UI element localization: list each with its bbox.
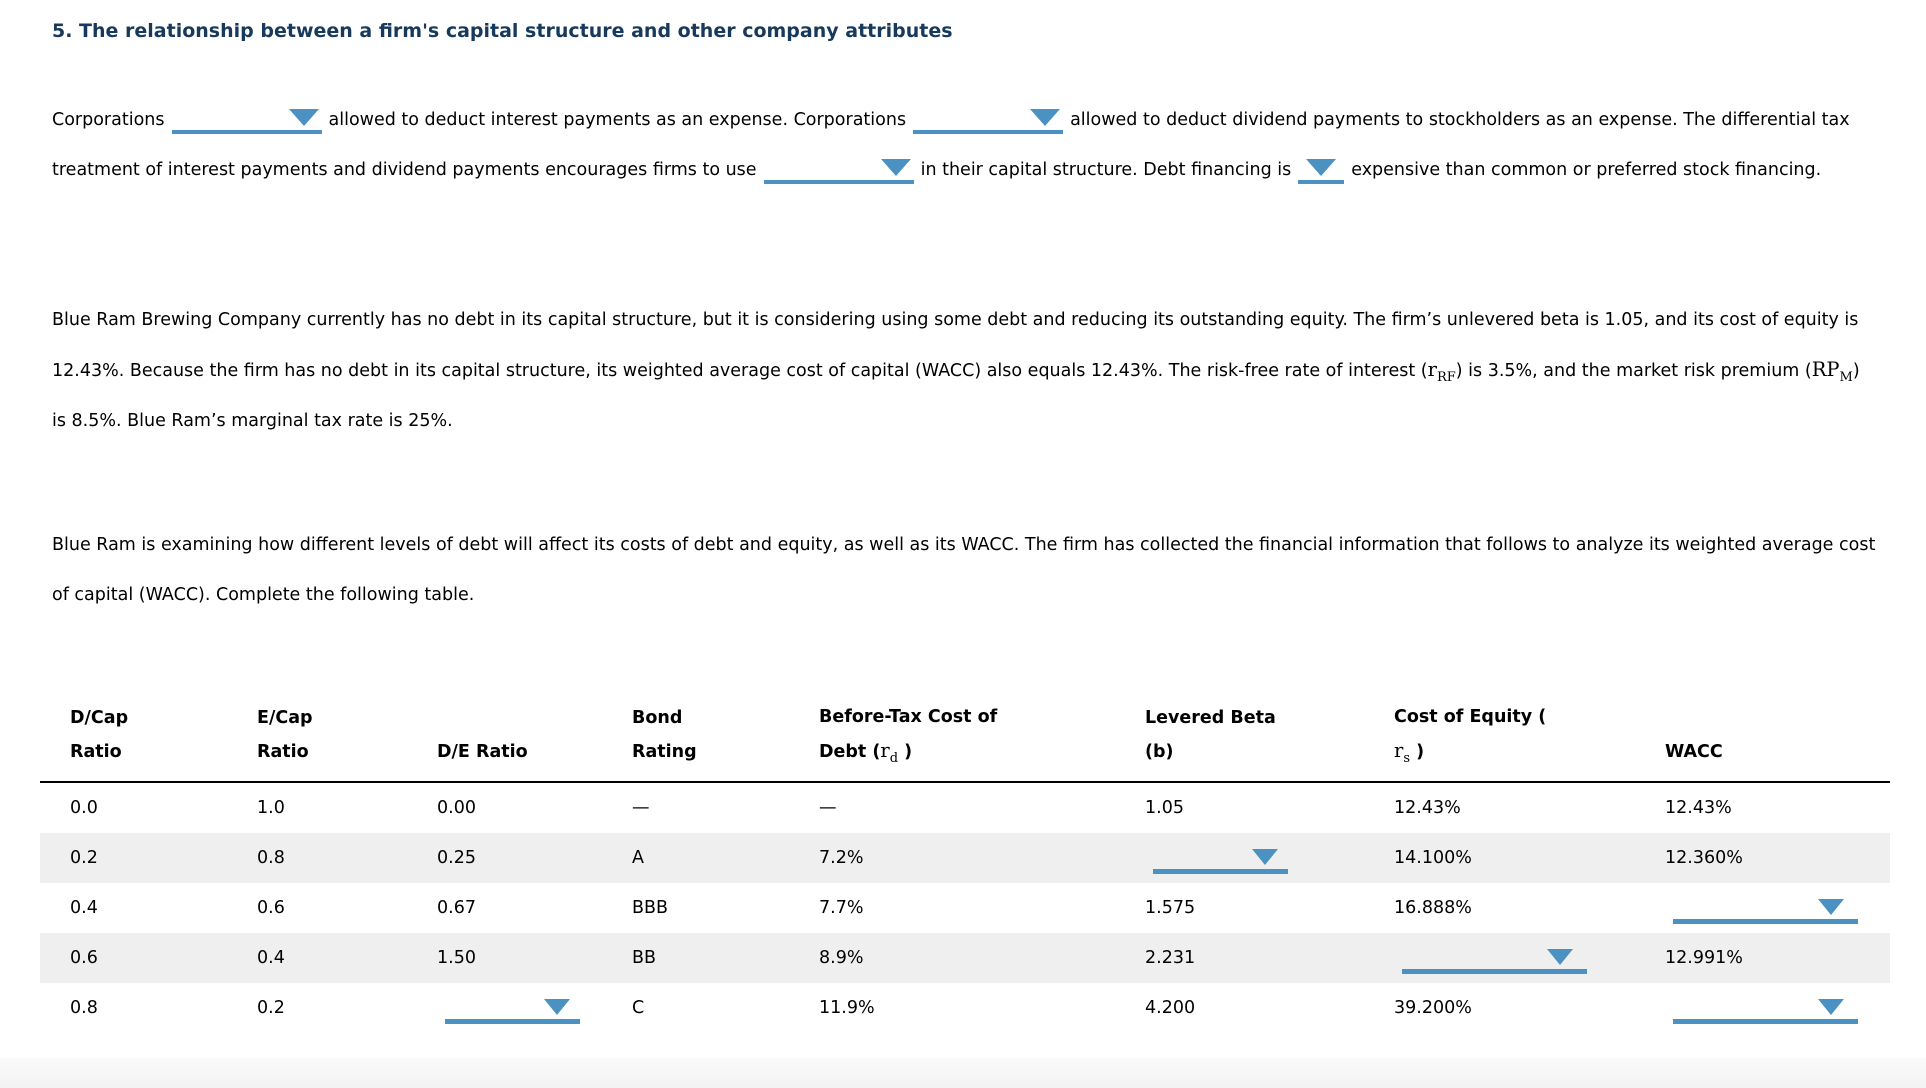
header-wacc: WACC <box>1665 700 1890 783</box>
scenario-text-1: Blue Ram Brewing Company currently has n… <box>52 310 1859 381</box>
cell-wacc <box>1665 883 1890 933</box>
cell-cost: 7.7% <box>819 898 864 918</box>
intro-text-4: in their capital structure. Debt financi… <box>920 160 1292 180</box>
intro-text-2: allowed to deduct interest payments as a… <box>328 110 907 130</box>
scenario-text-2: ) is 3.5%, and the market risk premium ( <box>1455 361 1812 381</box>
cell-equity: 12.43% <box>1394 798 1461 818</box>
cell-bond: BBB <box>632 898 669 918</box>
cell-beta: 4.200 <box>1145 998 1196 1018</box>
intro-text-3: allowed to deduct dividend payments to s… <box>52 110 1850 180</box>
cell-de: 0.25 <box>437 848 476 868</box>
cell-wacc: 12.43% <box>1665 798 1732 818</box>
table-row: 0.6 0.4 1.50 BB 8.9% 2.231 12.991% <box>40 933 1890 983</box>
chevron-down-icon <box>1818 898 1844 915</box>
header-ecap-ratio: E/Cap Ratio <box>257 700 437 783</box>
intro-paragraph: Corporations allowed to deduct interest p… <box>52 95 1877 195</box>
cell-ecap: 1.0 <box>257 798 285 818</box>
cell-wacc <box>1665 983 1890 1033</box>
header-levered-beta: Levered Beta (b) <box>1145 700 1394 783</box>
chevron-down-icon <box>1818 998 1844 1015</box>
capital-structure-use-dropdown[interactable] <box>763 156 914 184</box>
cell-beta: 1.575 <box>1145 898 1196 918</box>
header-bond-rating: Bond Rating <box>632 700 819 783</box>
scenario-paragraph: Blue Ram Brewing Company currently has n… <box>52 295 1877 446</box>
cell-de: 0.00 <box>437 798 476 818</box>
cell-bond: BB <box>632 948 657 968</box>
header-dcap-ratio: D/Cap Ratio <box>40 700 257 783</box>
page-bottom-fade <box>0 1058 1926 1088</box>
cell-dcap: 0.2 <box>70 848 98 868</box>
chevron-down-icon <box>1547 948 1573 965</box>
chevron-down-icon <box>1030 109 1061 126</box>
risk-free-rate-symbol: rRF <box>1427 358 1456 385</box>
cell-cost: — <box>819 798 837 818</box>
debt-financing-cost-dropdown[interactable] <box>1298 156 1345 184</box>
cell-ecap: 0.6 <box>257 898 285 918</box>
corporations-interest-dropdown[interactable] <box>171 106 322 134</box>
cell-de <box>437 983 632 1033</box>
intro-text-5: expensive than common or preferred stock… <box>1351 160 1822 180</box>
cell-beta: 2.231 <box>1145 948 1196 968</box>
cell-bond: — <box>632 798 650 818</box>
cell-ecap: 0.2 <box>257 998 285 1018</box>
cell-equity: 14.100% <box>1394 848 1472 868</box>
cell-bond: C <box>632 998 645 1018</box>
table-row: 0.0 1.0 0.00 — — 1.05 12.43% 12.43% <box>40 782 1890 833</box>
table-header-row: D/Cap Ratio E/Cap Ratio D/E Ratio Bond Rati… <box>40 700 1890 783</box>
cell-ecap: 0.8 <box>257 848 285 868</box>
cell-de: 0.67 <box>437 898 476 918</box>
cell-equity: 39.200% <box>1394 998 1472 1018</box>
cell-dcap: 0.8 <box>70 998 98 1018</box>
cell-beta <box>1145 833 1394 883</box>
chevron-down-icon <box>1306 159 1337 176</box>
table-row: 0.2 0.8 0.25 A 7.2% 14.100% 12.360% <box>40 833 1890 883</box>
cell-wacc: 12.360% <box>1665 848 1743 868</box>
cell-equity: 16.888% <box>1394 898 1472 918</box>
cell-cost: 11.9% <box>819 998 875 1018</box>
scenario-text-3: ) is 8.5%. Blue Ram’s marginal tax rate … <box>52 361 1860 431</box>
cell-equity <box>1394 933 1665 983</box>
cost-of-equity-row4-dropdown[interactable] <box>1402 943 1587 974</box>
cell-cost: 8.9% <box>819 948 864 968</box>
market-risk-premium-symbol: RPM <box>1811 358 1853 385</box>
question-title: 5. The relationship between a firm's cap… <box>52 20 953 42</box>
cell-beta: 1.05 <box>1145 798 1184 818</box>
table-row: 0.8 0.2 C 11.9% 4.200 39.200% <box>40 983 1890 1033</box>
cell-dcap: 0.6 <box>70 948 98 968</box>
header-cost-of-equity: Cost of Equity (rs ) <box>1394 700 1665 783</box>
chevron-down-icon <box>880 159 911 176</box>
cell-dcap: 0.4 <box>70 898 98 918</box>
instruction-paragraph: Blue Ram is examining how different leve… <box>52 535 1876 605</box>
header-de-ratio: D/E Ratio <box>437 700 632 783</box>
wacc-table: D/Cap Ratio E/Cap Ratio D/E Ratio Bond Rati… <box>40 700 1890 1033</box>
de-ratio-row5-dropdown[interactable] <box>445 993 580 1024</box>
cell-wacc: 12.991% <box>1665 948 1743 968</box>
chevron-down-icon <box>1252 848 1278 865</box>
cell-bond: A <box>632 848 644 868</box>
chevron-down-icon <box>288 109 319 126</box>
cell-dcap: 0.0 <box>70 798 98 818</box>
intro-text-1: Corporations <box>52 110 165 130</box>
chevron-down-icon <box>544 998 570 1015</box>
corporations-dividend-dropdown[interactable] <box>913 106 1064 134</box>
cell-de: 1.50 <box>437 948 476 968</box>
wacc-row3-dropdown[interactable] <box>1673 893 1858 924</box>
cell-cost: 7.2% <box>819 848 864 868</box>
levered-beta-row2-dropdown[interactable] <box>1153 843 1288 874</box>
table-row: 0.4 0.6 0.67 BBB 7.7% 1.575 16.888% <box>40 883 1890 933</box>
cell-ecap: 0.4 <box>257 948 285 968</box>
header-before-tax-cost: Before-Tax Cost of Debt (rd ) <box>819 700 1145 783</box>
wacc-row5-dropdown[interactable] <box>1673 993 1858 1024</box>
